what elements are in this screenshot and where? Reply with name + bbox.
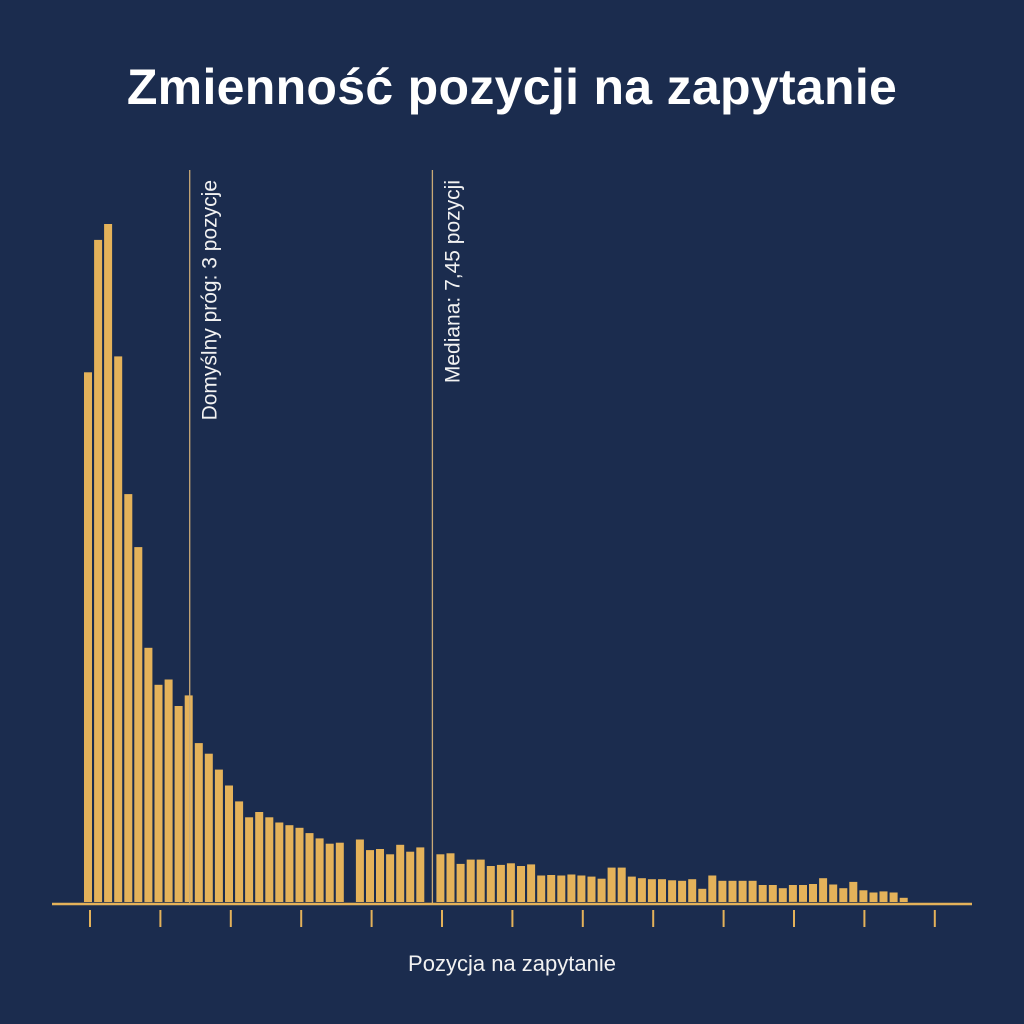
histogram-bar (869, 892, 878, 902)
histogram-bar (537, 875, 546, 902)
histogram-bar (668, 880, 677, 902)
histogram-bar (859, 890, 868, 902)
histogram-bar (164, 679, 173, 902)
histogram-bar (275, 822, 284, 902)
histogram-bar (376, 849, 384, 902)
histogram-bar (517, 866, 525, 902)
histogram-bar (899, 897, 908, 902)
histogram-bar (114, 356, 123, 902)
histogram-bar (788, 885, 797, 902)
chart-title: Zmienność pozycji na zapytanie (126, 59, 898, 115)
histogram-bar (104, 224, 113, 902)
histogram-bar (265, 817, 274, 903)
histogram-bar (577, 875, 586, 902)
histogram-bar (325, 843, 334, 902)
histogram-bar (547, 875, 556, 902)
histogram-bar (849, 881, 858, 902)
histogram-bar (637, 878, 646, 902)
histogram-bar (295, 827, 304, 902)
histogram-bar (416, 847, 425, 902)
histogram-bar (406, 851, 415, 902)
histogram-bar (94, 239, 103, 902)
histogram-bar (184, 695, 193, 902)
histogram-bar (194, 743, 203, 902)
histogram-bar (708, 875, 717, 902)
histogram-bar (84, 372, 92, 902)
histogram-bar (214, 769, 223, 902)
histogram-bar (124, 494, 133, 902)
histogram-bar (305, 833, 314, 902)
histogram-bar (486, 866, 495, 902)
histogram-bar (134, 547, 143, 902)
histogram-bar (627, 876, 636, 902)
reference-line-label: Domyślny próg: 3 pozycje (199, 180, 222, 420)
histogram-bar (809, 884, 817, 902)
histogram-bar (587, 876, 596, 902)
histogram-bar (738, 880, 747, 902)
histogram-bar (728, 880, 737, 902)
histogram-bar (174, 706, 183, 902)
histogram-bar (235, 801, 244, 902)
histogram-bar (315, 838, 324, 902)
histogram-bar (768, 885, 777, 902)
histogram-bar (557, 875, 566, 902)
x-axis-label: Pozycja na zapytanie (408, 951, 616, 976)
histogram-bar (617, 867, 626, 902)
histogram-bar (819, 878, 828, 902)
histogram-bar (889, 892, 898, 902)
histogram-bar (456, 863, 465, 902)
histogram-bar (285, 825, 294, 902)
histogram-bar (758, 885, 767, 902)
histogram-bar (597, 878, 606, 902)
histogram-bar (335, 842, 344, 902)
histogram-bar (748, 880, 757, 902)
histogram-bar (506, 863, 515, 902)
histogram-bar (386, 854, 395, 902)
histogram-bar (355, 839, 364, 902)
histogram-bar (698, 888, 707, 902)
histogram-bar (527, 864, 536, 902)
bars-group (84, 224, 908, 903)
histogram-bar (225, 785, 233, 902)
histogram-bar (204, 753, 213, 902)
histogram-bar (154, 684, 163, 902)
histogram-bar (496, 864, 505, 902)
reference-line-label: Mediana: 7,45 pozycji (441, 180, 464, 383)
histogram-bar (245, 817, 254, 903)
histogram-bar (366, 850, 374, 902)
histogram-bar (799, 885, 807, 902)
x-axis-ticks (89, 910, 936, 927)
histogram-bar (658, 879, 666, 902)
histogram-bar (466, 859, 475, 902)
histogram-bar (879, 891, 888, 902)
histogram-bar (255, 812, 264, 902)
histogram-bar (678, 880, 687, 902)
histogram-bar (839, 888, 848, 902)
histogram-bar (647, 879, 656, 902)
histogram-bar (778, 888, 787, 902)
reference-lines-group: Domyślny próg: 3 pozycje Mediana: 7,45 po… (189, 170, 464, 904)
histogram-bar (829, 884, 838, 902)
histogram-bar (567, 874, 576, 902)
histogram-bar (688, 879, 697, 902)
histogram-bar (718, 880, 727, 902)
histogram-bar (436, 854, 445, 902)
histogram-bar (476, 859, 485, 902)
histogram-bar (396, 844, 405, 902)
histogram-bar (607, 867, 616, 902)
histogram-bar (144, 647, 153, 903)
histogram-bar (446, 853, 455, 902)
